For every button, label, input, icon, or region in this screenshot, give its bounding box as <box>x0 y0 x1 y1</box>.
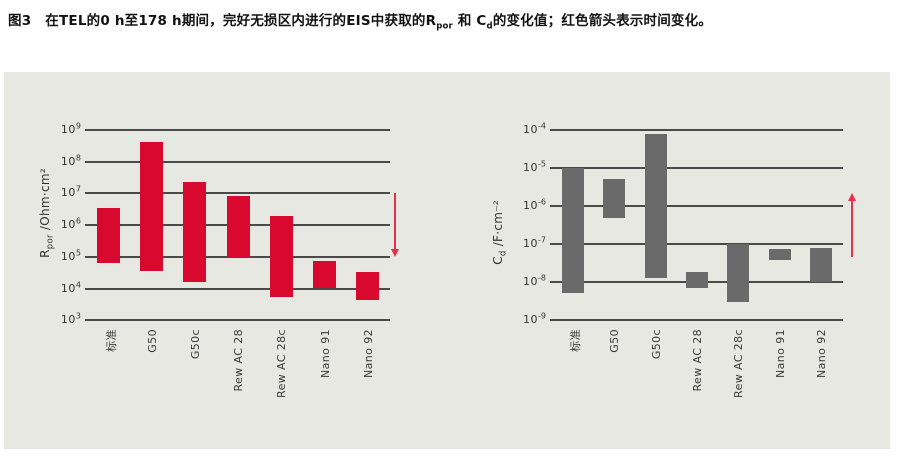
tick-base: 10 <box>60 123 76 137</box>
tick-exponent: 7 <box>75 184 81 194</box>
category-label: Nano 91 <box>773 329 787 378</box>
range-bar <box>644 133 667 278</box>
tick-exponent: 9 <box>75 121 81 131</box>
figure-caption: 图3 在TEL的0 h至178 h期间，完好无损区内进行的EIS中获取的Rpor … <box>8 9 712 32</box>
caption-r-subscript: por <box>436 21 453 32</box>
tick-exponent: 5 <box>75 248 81 258</box>
chart-panel: 109 108 107 106 105 104 103 标准 G50 G50c Rew AC 28 R… <box>4 72 890 449</box>
y-tick-label: 108 <box>47 153 81 168</box>
tick-exponent: -5 <box>538 159 546 169</box>
tick-exponent: 6 <box>75 216 81 226</box>
axis-title-subscript: d <box>498 250 509 257</box>
y-tick-label: 107 <box>47 185 81 200</box>
range-bar <box>269 216 293 297</box>
caption-c-subscript: d <box>486 21 493 32</box>
gridline <box>550 205 843 207</box>
range-bar <box>768 248 791 260</box>
tick-exponent: -9 <box>538 311 546 321</box>
tick-base: 10 <box>523 123 539 137</box>
y-tick-label: 10-9 <box>512 311 546 326</box>
y-tick-label: 104 <box>47 280 81 295</box>
range-bar <box>727 244 750 302</box>
tick-base: 10 <box>523 199 539 213</box>
caption-text-after: 的变化值；红色箭头表示时间变化。 <box>492 13 713 29</box>
range-bar <box>140 141 164 272</box>
caption-figure-number: 图3 <box>8 13 32 29</box>
gridline <box>85 129 390 131</box>
range-bar <box>562 168 584 294</box>
gridline <box>550 243 843 245</box>
time-arrow-head <box>848 193 856 201</box>
y-tick-label: 10-4 <box>512 121 546 136</box>
tick-base: 10 <box>60 218 76 232</box>
tick-base: 10 <box>60 249 76 263</box>
range-bar <box>356 271 380 301</box>
tick-exponent: -6 <box>538 197 546 207</box>
time-arrow-line <box>851 201 853 257</box>
range-bar <box>183 181 207 283</box>
category-label: Rew AC 28c <box>732 329 746 398</box>
category-label: Rew AC 28 <box>690 329 704 392</box>
gridline <box>550 319 843 321</box>
gridline <box>85 192 390 195</box>
y-tick-label: 10-6 <box>512 197 546 212</box>
tick-exponent: -7 <box>538 235 546 245</box>
y-tick-label: 103 <box>47 312 81 327</box>
range-bar <box>685 271 708 288</box>
tick-exponent: -8 <box>538 273 546 283</box>
gridline <box>550 167 843 169</box>
caption-text-before: 在TEL的0 h至178 h期间，完好无损区内进行的EIS中获取的 <box>45 13 426 29</box>
caption-r-symbol: R <box>425 13 437 29</box>
tick-base: 10 <box>523 161 539 175</box>
y-tick-label: 10-7 <box>512 235 546 250</box>
tick-exponent: 3 <box>75 311 81 321</box>
caption-c-symbol: C <box>476 13 487 29</box>
tick-base: 10 <box>523 313 539 327</box>
gridline <box>85 160 390 163</box>
tick-base: 10 <box>60 154 76 168</box>
range-bar <box>97 207 120 264</box>
tick-base: 10 <box>60 313 76 327</box>
caption-text-mid: 和 <box>452 13 477 29</box>
y-tick-label: 10-5 <box>512 159 546 174</box>
tick-exponent: -4 <box>538 121 546 131</box>
category-label: 标准 <box>569 329 582 352</box>
y-tick-label: 10-8 <box>512 273 546 288</box>
range-bar <box>313 260 336 289</box>
tick-exponent: 4 <box>75 279 81 289</box>
range-bar <box>603 179 626 219</box>
category-label: G50c <box>649 329 663 360</box>
axis-title-base: C <box>491 256 505 265</box>
time-arrow-line <box>394 193 396 249</box>
gridline <box>85 319 390 322</box>
axis-title-units: /F·cm⁻² <box>491 200 505 251</box>
tick-base: 10 <box>60 186 76 200</box>
gridline <box>85 255 390 258</box>
gridline <box>85 287 390 290</box>
category-label: G50 <box>608 329 622 353</box>
y-tick-label: 109 <box>47 121 81 136</box>
tick-base: 10 <box>523 275 539 289</box>
cdl-chart: 10-4 10-5 10-6 10-7 10-8 10-9 标准 G50 G50c Rew AC … <box>4 72 890 449</box>
gridline <box>550 129 843 131</box>
time-arrow-head <box>391 249 399 257</box>
range-bar <box>226 196 250 257</box>
tick-base: 10 <box>60 281 76 295</box>
y-tick-label: 106 <box>47 217 81 232</box>
tick-exponent: 8 <box>75 153 81 163</box>
range-bar <box>809 247 832 282</box>
y-axis-title: Cd /F·cm⁻² <box>491 200 508 265</box>
y-tick-label: 105 <box>47 248 81 263</box>
rpor-chart: 109 108 107 106 105 104 103 标准 G50 G50c Rew AC 28 R… <box>4 72 890 449</box>
tick-base: 10 <box>523 237 539 251</box>
category-label: Nano 92 <box>814 329 828 378</box>
